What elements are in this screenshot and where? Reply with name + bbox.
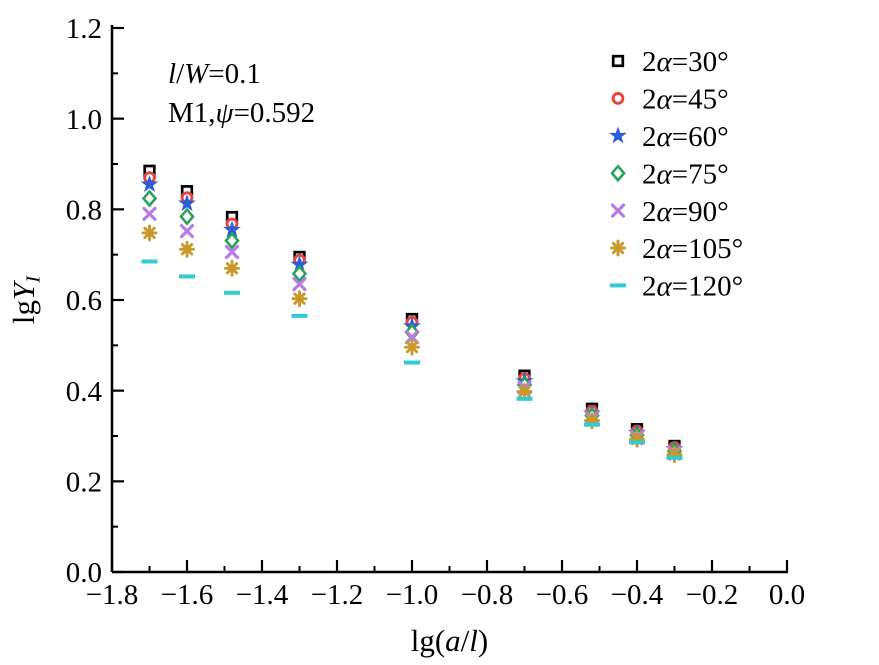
series-2-105- [141, 224, 683, 464]
legend-item: 2α=30° [611, 46, 729, 78]
legend-label: 2α=75° [642, 158, 729, 190]
legend-label: 2α=120° [642, 271, 743, 303]
x-tick-label: −0.2 [686, 579, 739, 611]
y-tick-label: 1.0 [66, 104, 102, 136]
legend-item: 2α=105° [610, 233, 743, 265]
y-axis: 0.0 0.2 0.4 0.6 0.8 1.0 1.2 lgYI [6, 13, 124, 589]
x-tick-label: −1.2 [311, 579, 364, 611]
legend-item: 2α=120° [610, 271, 743, 303]
x-tick-label: −1.4 [236, 579, 289, 611]
x-tick-label: −0.6 [536, 579, 589, 611]
y-tick-label: 0.8 [66, 194, 102, 226]
x-axis-title: lg(a/l) [411, 623, 489, 658]
x-axis: −1.8 −1.6 −1.4 −1.2 −1.0 −0.8 −0.6 −0.4 −0.2 0.0 l… [86, 560, 805, 658]
y-axis-title: lgYI [6, 275, 45, 324]
y-tick-label: 1.2 [66, 13, 102, 45]
legend-label: 2α=105° [642, 233, 743, 265]
x-tick-label: −1.6 [161, 579, 214, 611]
legend-item: 2α=60° [609, 121, 729, 153]
legend-item: 2α=90° [610, 196, 729, 228]
annotation-line: l/W=0.1 [168, 58, 261, 90]
x-tick-label: −1.0 [386, 579, 439, 611]
series-2-45- [143, 171, 681, 454]
legend-label: 2α=45° [642, 84, 729, 116]
series-2-30- [143, 164, 681, 453]
y-tick-label: 0.0 [66, 557, 102, 589]
annotation-line: M1,ψ=0.592 [168, 97, 315, 129]
annotation: l/W=0.1 M1,ψ=0.592 [168, 58, 315, 129]
y-tick-label: 0.6 [66, 285, 102, 317]
legend: 2α=30° 2α=45° 2α=60° 2α=75° 2α=90° 2α=105° 2α=… [609, 46, 743, 303]
x-tick-label: −0.8 [461, 579, 514, 611]
x-tick-label: −0.4 [611, 579, 664, 611]
y-tick-label: 0.4 [66, 376, 103, 408]
series-2-120- [141, 259, 683, 460]
legend-label: 2α=60° [642, 121, 729, 153]
legend-item: 2α=45° [611, 84, 729, 116]
y-tick-label: 0.2 [66, 466, 102, 498]
legend-label: 2α=30° [642, 46, 729, 78]
legend-label: 2α=90° [642, 196, 729, 228]
legend-item: 2α=75° [610, 158, 729, 190]
x-tick-label: −1.8 [86, 579, 139, 611]
series-2-75- [141, 189, 683, 460]
x-tick-label: 0.0 [769, 579, 805, 611]
